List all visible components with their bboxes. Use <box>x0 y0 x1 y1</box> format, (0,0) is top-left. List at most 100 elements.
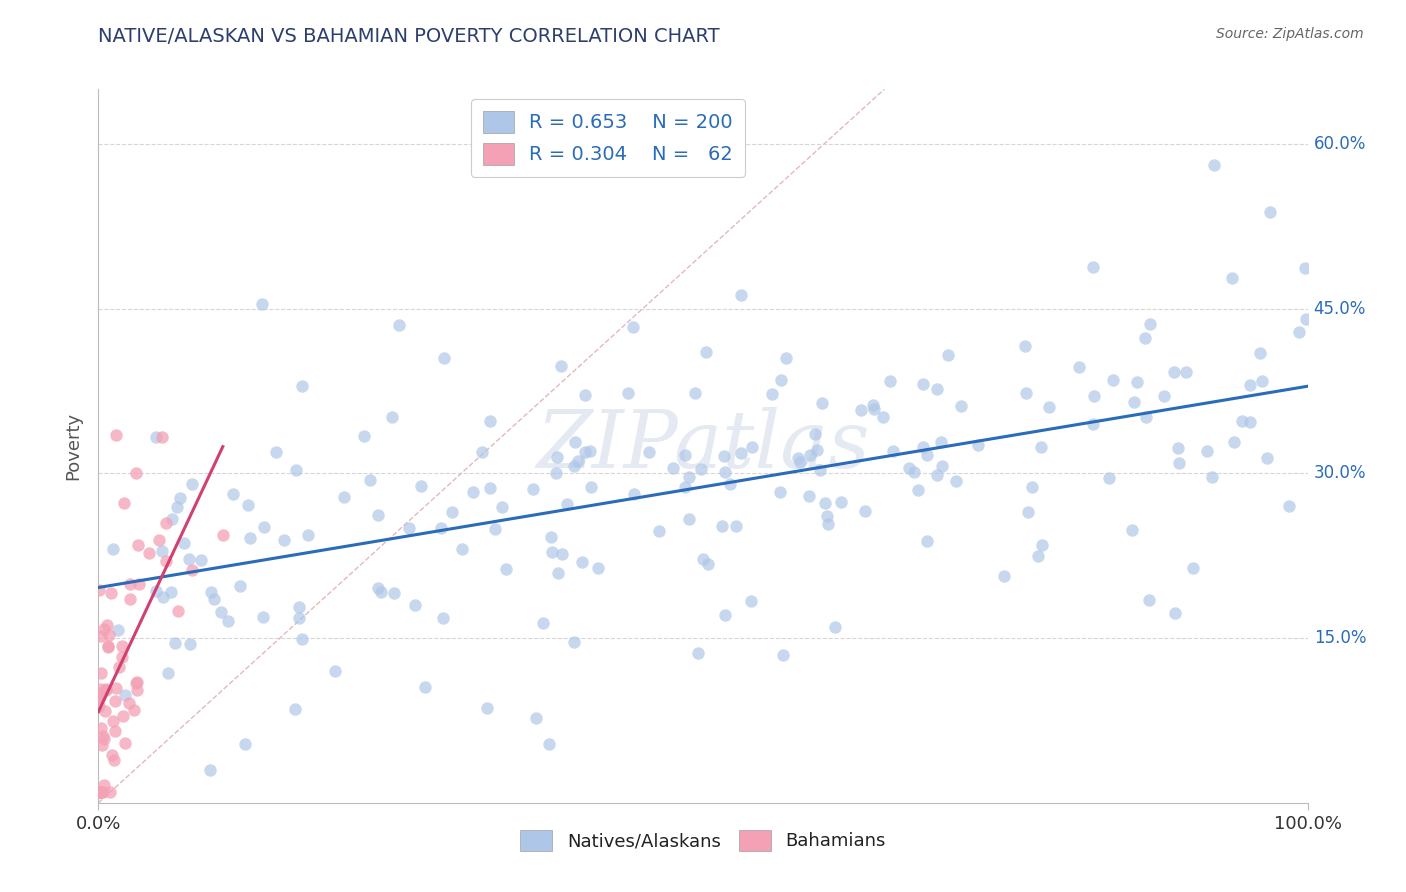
Point <box>730 288 752 302</box>
Point <box>440 505 463 519</box>
Point <box>177 552 200 566</box>
Point <box>1031 538 1053 552</box>
Point <box>1201 469 1223 483</box>
Point <box>107 659 129 673</box>
Point <box>239 531 262 545</box>
Point <box>730 445 752 459</box>
Text: 45.0%: 45.0% <box>1313 300 1367 318</box>
Point <box>155 516 177 531</box>
Point <box>546 450 568 464</box>
Point <box>621 320 644 334</box>
Point <box>711 519 734 533</box>
Point <box>713 449 735 463</box>
Point <box>1069 359 1091 374</box>
Point <box>87 685 110 699</box>
Point <box>128 577 150 591</box>
Point <box>90 785 112 799</box>
Point <box>1251 375 1274 389</box>
Point <box>740 594 762 608</box>
Point <box>432 351 454 365</box>
Point <box>479 481 502 495</box>
Point <box>125 675 148 690</box>
Point <box>1167 441 1189 455</box>
Point <box>898 461 921 475</box>
Point <box>662 461 685 475</box>
Point <box>93 729 115 743</box>
Point <box>103 753 125 767</box>
Point <box>993 569 1015 583</box>
Point <box>181 563 204 577</box>
Point <box>103 714 125 729</box>
Point <box>152 590 174 604</box>
Point <box>90 681 112 696</box>
Point <box>122 703 145 717</box>
Point <box>574 387 596 401</box>
Point <box>540 530 562 544</box>
Point <box>162 512 184 526</box>
Point <box>574 445 596 459</box>
Point <box>479 414 502 428</box>
Point <box>638 445 661 459</box>
Point <box>87 698 110 713</box>
Point <box>96 617 118 632</box>
Point <box>475 701 498 715</box>
Point <box>471 445 494 459</box>
Point <box>495 561 517 575</box>
Point <box>1083 389 1105 403</box>
Point <box>579 480 602 494</box>
Point <box>484 522 506 536</box>
Point <box>180 476 202 491</box>
Point <box>253 520 276 534</box>
Point <box>87 691 110 706</box>
Point <box>89 785 111 799</box>
Point <box>789 455 811 469</box>
Point <box>564 435 586 450</box>
Point <box>1135 410 1157 425</box>
Point <box>1123 395 1146 409</box>
Point <box>127 538 149 552</box>
Point <box>111 639 134 653</box>
Point <box>104 694 127 708</box>
Point <box>217 615 239 629</box>
Point <box>145 584 167 599</box>
Point <box>1097 471 1119 485</box>
Point <box>882 444 904 458</box>
Point <box>101 747 124 762</box>
Point <box>166 500 188 514</box>
Point <box>797 489 820 503</box>
Point <box>288 599 311 614</box>
Point <box>93 731 115 746</box>
Point <box>388 318 411 333</box>
Point <box>89 688 111 702</box>
Point <box>1249 346 1271 360</box>
Point <box>769 373 792 387</box>
Point <box>1230 414 1253 428</box>
Point <box>579 443 602 458</box>
Point <box>1195 444 1218 458</box>
Point <box>863 402 886 417</box>
Text: 30.0%: 30.0% <box>1313 465 1367 483</box>
Point <box>105 681 128 695</box>
Point <box>404 598 426 612</box>
Point <box>104 724 127 739</box>
Point <box>1204 158 1226 172</box>
Point <box>1294 260 1316 275</box>
Point <box>1021 480 1043 494</box>
Point <box>1137 592 1160 607</box>
Point <box>1258 205 1281 219</box>
Point <box>1015 386 1038 401</box>
Point <box>252 297 274 311</box>
Point <box>912 377 935 392</box>
Point <box>380 410 402 425</box>
Point <box>94 704 117 718</box>
Point <box>1256 451 1278 466</box>
Point <box>815 509 838 524</box>
Point <box>697 558 720 572</box>
Point <box>907 483 929 497</box>
Y-axis label: Poverty: Poverty <box>65 412 83 480</box>
Point <box>430 521 453 535</box>
Point <box>551 547 574 561</box>
Point <box>808 463 831 477</box>
Point <box>111 709 134 723</box>
Point <box>623 487 645 501</box>
